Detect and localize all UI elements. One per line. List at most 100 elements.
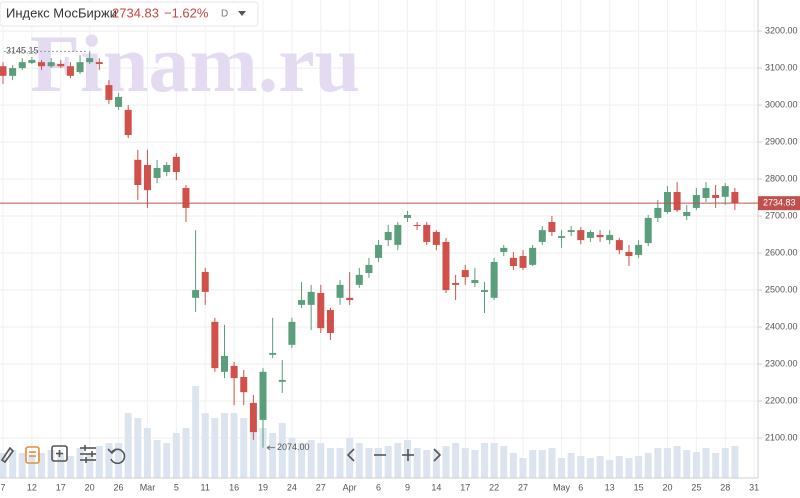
volume-bar	[0, 453, 7, 478]
candle-body	[76, 62, 84, 73]
candle-body	[38, 62, 46, 67]
volume-bar	[702, 448, 710, 478]
volume-bar	[721, 448, 729, 478]
add-indicator[interactable]	[51, 445, 68, 462]
x-tick-label: 13	[605, 482, 615, 492]
volume-bar	[654, 448, 662, 478]
candle-body	[596, 234, 604, 238]
volume-bar	[731, 446, 739, 478]
volume-bar	[269, 433, 277, 478]
candle-body	[355, 274, 363, 285]
low-marker-label: 2074.00	[277, 442, 310, 452]
x-tick-label: 20	[662, 482, 672, 492]
volume-bar	[220, 413, 228, 478]
candle-body	[66, 66, 74, 76]
instrument-title: Индекс МосБиржи	[6, 5, 117, 20]
candle-body	[201, 271, 209, 292]
volume-bar	[57, 453, 65, 478]
candle-body	[423, 224, 431, 242]
low-marker-arrow	[266, 445, 276, 451]
draw-tool[interactable]	[0, 446, 15, 464]
volume-bar	[529, 450, 537, 478]
volume-bar	[384, 446, 392, 478]
scroll-right[interactable]	[433, 448, 442, 462]
volume-bar	[596, 456, 604, 478]
volume-bar	[481, 443, 488, 478]
x-tick-label: 24	[287, 482, 297, 492]
price-change: −1.62%	[164, 5, 209, 20]
volume-bar	[712, 453, 720, 478]
candle-body	[625, 251, 633, 257]
volume-bar	[66, 456, 74, 478]
volume-bar	[336, 448, 344, 478]
volume-bar	[548, 448, 556, 478]
candle-body	[490, 261, 498, 298]
volume-bar	[683, 450, 691, 478]
toolbar	[0, 445, 126, 465]
candle-body	[403, 214, 411, 218]
last-price: 2734.83	[112, 5, 159, 20]
candle-body	[134, 159, 142, 185]
candle-layer	[0, 51, 739, 448]
x-tick-label: May	[553, 482, 571, 492]
candle-body	[586, 231, 594, 238]
volume-bar	[452, 443, 460, 478]
candle-body	[47, 62, 55, 67]
volume-bar	[95, 446, 103, 478]
candle-body	[307, 291, 315, 305]
x-tick-label: 16	[229, 482, 239, 492]
volume-bar	[307, 440, 315, 478]
scroll-left[interactable]	[346, 448, 355, 462]
candle-body	[192, 290, 200, 298]
candle-body	[298, 300, 306, 305]
zoom-in[interactable]	[402, 449, 414, 461]
volume-bar	[105, 443, 113, 478]
notes-tool[interactable]	[25, 446, 40, 464]
y-tick-label: 3000.00	[765, 99, 798, 109]
x-tick-label: 19	[258, 482, 268, 492]
x-tick-label: 20	[85, 482, 95, 492]
volume-bar	[28, 456, 36, 478]
candle-body	[220, 355, 228, 372]
volume-bar	[288, 438, 296, 478]
candle-body	[692, 194, 700, 208]
volume-bar	[461, 448, 469, 478]
interval[interactable]: D	[221, 9, 228, 20]
candle-body	[519, 256, 527, 268]
volume-bar	[673, 446, 681, 478]
volume-bar	[249, 423, 257, 478]
candle-body	[182, 187, 190, 208]
dropdown-caret[interactable]	[238, 11, 246, 16]
candle-body	[153, 167, 161, 178]
candle-body	[538, 230, 546, 242]
volume-bar	[375, 448, 383, 478]
high-marker-label: 3145.15	[6, 46, 39, 56]
candle-body	[57, 64, 65, 67]
candle-body	[654, 207, 662, 218]
volume-bar	[259, 428, 267, 478]
x-tick-label: 15	[634, 482, 644, 492]
volume-bar	[663, 448, 671, 478]
candle-body	[346, 297, 354, 301]
x-tick-label: 5	[174, 482, 179, 492]
volume-bar	[423, 450, 431, 478]
candle-body	[124, 109, 132, 136]
candle-body	[702, 187, 710, 198]
candle-body	[317, 293, 325, 329]
volume-bar	[365, 448, 373, 478]
volume-bar	[615, 456, 623, 478]
candle-body	[0, 66, 7, 76]
x-tick-label: 26	[114, 482, 124, 492]
x-tick-label: 9	[405, 482, 410, 492]
candle-body	[615, 240, 623, 251]
settings-tool[interactable]	[80, 445, 96, 463]
volume-bar	[509, 453, 517, 478]
volume-bar	[355, 443, 363, 478]
x-tick-label: Mar	[140, 482, 156, 492]
reset-tool[interactable]	[107, 448, 126, 465]
candle-body	[278, 379, 286, 382]
candle-body	[249, 402, 257, 433]
candle-body	[259, 371, 267, 420]
volume-bar	[76, 448, 84, 478]
candle-body	[240, 376, 248, 393]
